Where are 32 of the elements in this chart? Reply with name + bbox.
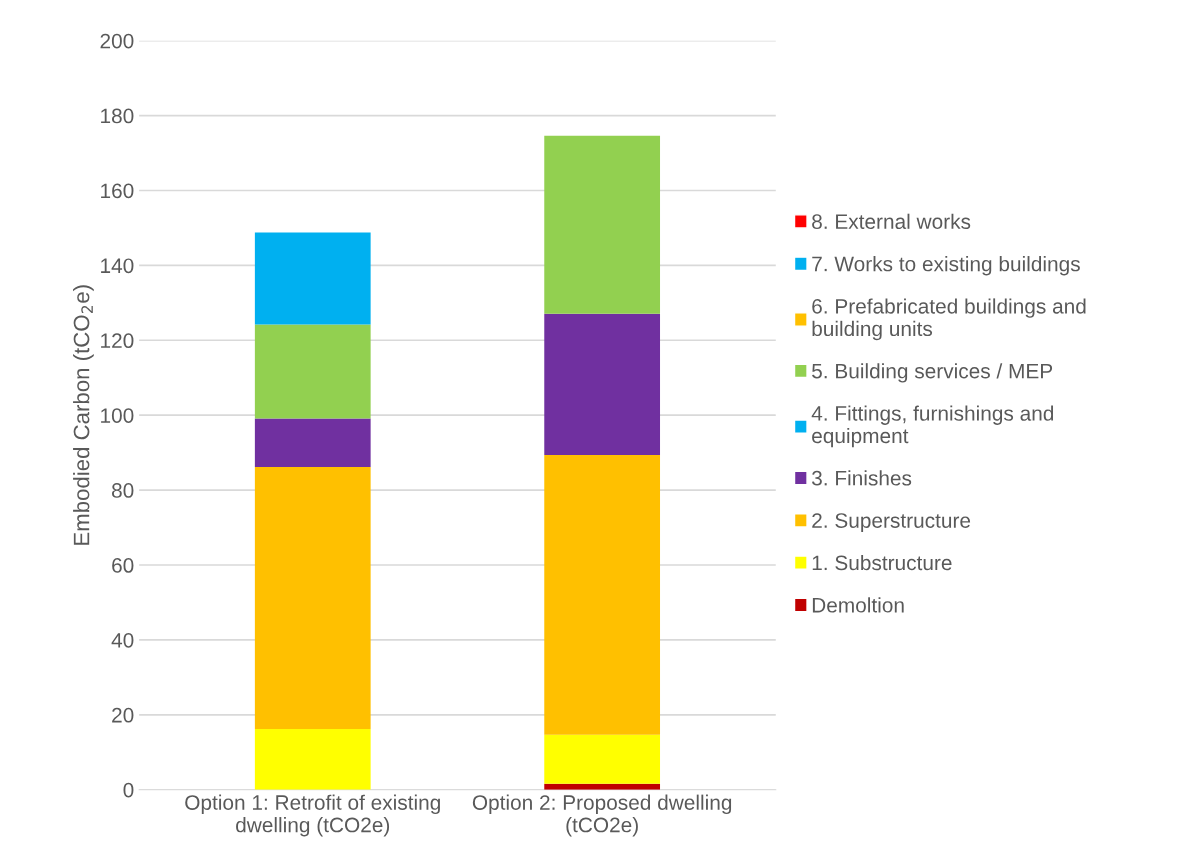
y-axis-title: Embodied Carbon (tCO$_{2}$e) (73, 285, 94, 545)
bar (254, 324, 371, 419)
bar (544, 734, 661, 784)
y-tick-label: 160 (101, 183, 134, 199)
legend-label: 1. Substructure (812, 554, 952, 571)
x-tick-label: Option 1: Retrofit of existing dwelling (tCO2e) (185, 794, 440, 837)
y-tick-label: 140 (101, 258, 134, 274)
bar (254, 729, 371, 790)
bar (544, 135, 661, 314)
legend-label: Demoltion (812, 597, 904, 613)
legend-label: 5. Building services / MEP (812, 363, 1053, 383)
bar (254, 466, 371, 730)
legend-label: 2. Superstructure (812, 513, 971, 533)
y-tick-label: 60 (112, 558, 134, 573)
y-tick-label: 180 (101, 108, 134, 124)
legend-label: 3. Finishes (811, 470, 912, 486)
bar (254, 418, 371, 467)
y-tick-label: 20 (112, 707, 134, 723)
bar (254, 232, 371, 325)
y-tick-label: 0 (123, 782, 134, 798)
y-tick-label: 80 (112, 483, 134, 498)
legend-label: 7. Works to existing buildings (812, 256, 1080, 276)
legend-label: 4. Fittings, furnishings and equipment (811, 405, 1054, 448)
y-tick-label: 40 (111, 632, 134, 648)
y-tick-label: 100 (101, 408, 134, 423)
legend-label: 6. Prefabricated buildings and building units (812, 298, 1086, 341)
bar (544, 454, 661, 735)
y-tick-label: 120 (101, 333, 134, 349)
y-tick-label: 200 (100, 33, 134, 49)
x-tick-label: Option 2: Proposed dwelling (tCO2e) (472, 794, 732, 837)
bar (544, 313, 661, 455)
legend-label: 8. External works (812, 213, 971, 229)
